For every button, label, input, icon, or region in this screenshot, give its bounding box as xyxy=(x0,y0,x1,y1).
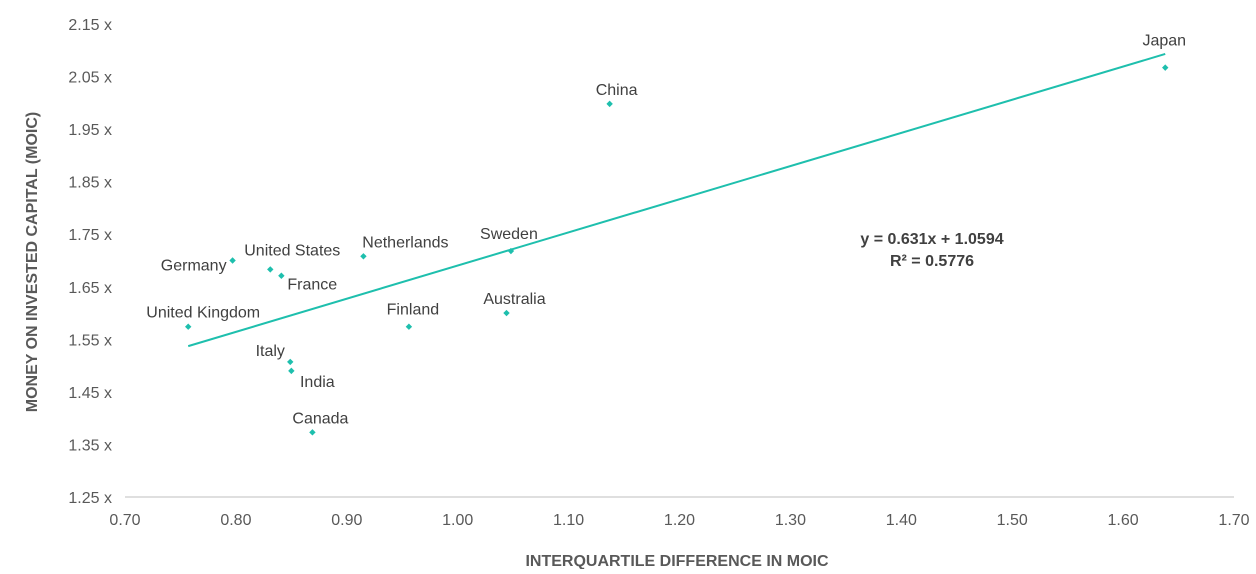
x-tick-label: 0.70 xyxy=(109,512,140,529)
x-tick-label: 1.50 xyxy=(997,512,1028,529)
data-point-labels: Japan China Sweden Netherlands Germany United… xyxy=(146,33,1186,428)
data-point-marker xyxy=(309,429,316,436)
y-tick-label: 2.05 x xyxy=(68,70,112,87)
trendline-equation: y = 0.631x + 1.0594 xyxy=(860,231,1003,248)
y-tick-labels: 1.25 x 1.35 x 1.45 x 1.55 x 1.65 x 1.75 x 1.85… xyxy=(68,17,112,507)
data-point-label: China xyxy=(596,82,638,99)
x-tick-label: 0.90 xyxy=(331,512,362,529)
data-point-marker xyxy=(503,309,510,317)
data-point-marker xyxy=(360,253,367,260)
y-tick-label: 1.65 x xyxy=(68,280,112,297)
data-point-label: Japan xyxy=(1142,33,1186,50)
data-point-marker xyxy=(1162,64,1169,71)
data-point-label: Sweden xyxy=(480,226,538,243)
x-tick-labels: 0.70 0.80 0.90 1.00 1.10 1.20 1.30 1.40 1.50 1.60… xyxy=(109,512,1249,529)
data-point-marker xyxy=(288,367,295,375)
data-point-marker xyxy=(507,247,515,255)
data-point-label: Germany xyxy=(161,258,227,275)
data-point-marker xyxy=(405,323,413,330)
data-points xyxy=(185,64,1169,436)
trendline-r-squared: R² = 0.5776 xyxy=(890,253,974,270)
y-tick-label: 1.85 x xyxy=(68,175,112,192)
x-axis-title: INTERQUARTILE DIFFERENCE IN MOIC xyxy=(525,553,829,569)
y-tick-label: 1.35 x xyxy=(68,437,112,454)
data-point-marker xyxy=(185,323,192,330)
y-tick-label: 2.15 x xyxy=(68,17,112,34)
data-point-label: India xyxy=(300,374,335,391)
trendline xyxy=(187,53,1166,348)
y-tick-label: 1.75 x xyxy=(68,227,112,244)
x-tick-label: 1.40 xyxy=(886,512,917,529)
data-point-label: France xyxy=(287,277,337,294)
y-tick-label: 1.95 x xyxy=(68,122,112,139)
y-tick-label: 1.45 x xyxy=(68,385,112,402)
y-tick-label: 1.25 x xyxy=(68,490,112,507)
x-tick-label: 1.00 xyxy=(442,512,473,529)
data-point-label: Netherlands xyxy=(362,234,448,251)
x-tick-label: 1.30 xyxy=(775,512,806,529)
data-point-label: Canada xyxy=(292,410,348,427)
x-tick-label: 0.80 xyxy=(220,512,251,529)
data-point-marker xyxy=(606,100,613,108)
data-point-marker xyxy=(267,266,274,273)
x-tick-label: 1.60 xyxy=(1108,512,1139,529)
x-tick-label: 1.70 xyxy=(1218,512,1249,529)
data-point-label: Italy xyxy=(256,343,285,360)
y-axis-title: MONEY ON INVESTED CAPITAL (MOIC) xyxy=(24,112,41,412)
data-point-marker xyxy=(287,358,294,366)
data-point-label: United Kingdom xyxy=(146,305,260,322)
x-tick-label: 1.10 xyxy=(553,512,584,529)
data-point-marker xyxy=(278,272,285,279)
x-tick-label: 1.20 xyxy=(664,512,695,529)
data-point-marker xyxy=(229,257,236,264)
y-tick-label: 1.55 x xyxy=(68,332,112,349)
data-point-label: Australia xyxy=(483,291,545,308)
data-point-label: United States xyxy=(244,242,340,259)
data-point-label: Finland xyxy=(387,302,439,319)
